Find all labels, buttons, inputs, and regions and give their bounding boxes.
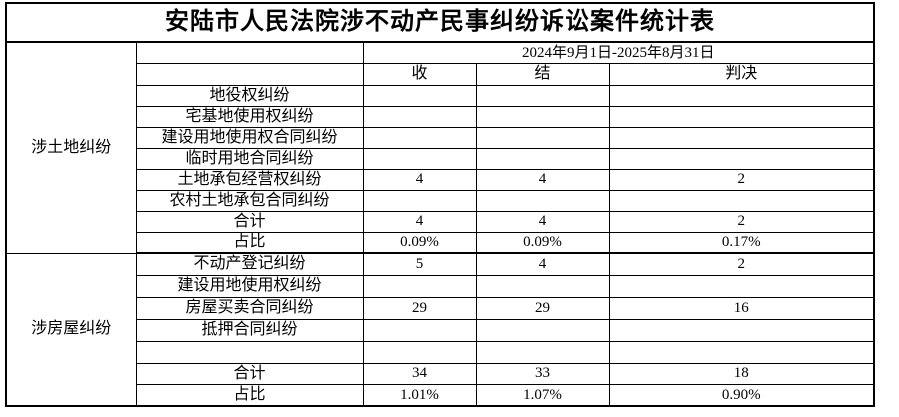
row-label: 宅基地使用权纠纷 [135, 105, 364, 128]
row-label: 占比 [135, 383, 364, 407]
value-cell: 33 [475, 362, 610, 385]
table-row-ratio: 占比 1.01% 1.07% 0.90% [6, 383, 875, 407]
blank-cell [135, 62, 364, 86]
value-cell [362, 84, 477, 107]
value-cell: 0.17% [608, 231, 875, 254]
value-cell: 4 [475, 210, 610, 233]
value-cell: 4 [362, 210, 477, 233]
row-label [135, 340, 364, 364]
title-row: 安陆市人民法院涉不动产民事纠纷诉讼案件统计表 [5, 2, 875, 43]
value-cell [608, 318, 875, 342]
row-label: 合计 [135, 362, 364, 385]
row-label: 临时用地合同纠纷 [135, 147, 364, 170]
value-cell [608, 126, 875, 149]
value-cell [475, 105, 610, 128]
col-header-judged: 判决 [608, 62, 875, 86]
value-cell [608, 189, 875, 212]
page-title: 安陆市人民法院涉不动产民事纠纷诉讼案件统计表 [5, 2, 875, 43]
value-cell [475, 189, 610, 212]
col-header-intake: 收 [362, 62, 477, 86]
row-label: 抵押合同纠纷 [135, 318, 364, 342]
table-row: 房屋买卖合同纠纷 29 29 16 [6, 296, 875, 320]
period-row: 涉土地纠纷 2024年9月1日-2025年8月31日 [5, 41, 875, 254]
table-row: 涉房屋纠纷 不动产登记纠纷 5 4 2 [5, 252, 875, 407]
value-cell: 29 [475, 296, 610, 320]
value-cell [475, 340, 610, 364]
row-label: 农村土地承包合同纠纷 [135, 189, 364, 212]
blank-cell [135, 41, 364, 64]
table-row-subtotal: 合计 4 4 2 [6, 210, 875, 233]
period-label: 2024年9月1日-2025年8月31日 [362, 41, 875, 64]
row-label: 土地承包经营权纠纷 [135, 168, 364, 191]
table-row: 地役权纠纷 [6, 84, 875, 107]
col-header-closed: 结 [475, 62, 610, 86]
value-cell: 4 [475, 168, 610, 191]
value-cell [475, 274, 610, 298]
value-cell [608, 274, 875, 298]
value-cell [608, 105, 875, 128]
table-row-subtotal: 合计 34 33 18 [6, 362, 875, 385]
table-row: 建设用地使用权纠纷 [6, 274, 875, 298]
row-label: 地役权纠纷 [135, 84, 364, 107]
row-label: 合计 [135, 210, 364, 233]
value-cell [362, 105, 477, 128]
value-cell: 4 [475, 252, 610, 276]
group-label-land-disputes: 涉土地纠纷 [5, 41, 137, 254]
value-cell [362, 274, 477, 298]
value-cell [608, 84, 875, 107]
table-row: 土地承包经营权纠纷 4 4 2 [6, 168, 875, 191]
value-cell [608, 147, 875, 170]
value-cell: 1.01% [362, 383, 477, 407]
value-cell [362, 147, 477, 170]
value-cell [475, 147, 610, 170]
value-cell [475, 318, 610, 342]
value-cell: 2 [608, 210, 875, 233]
table-row-ratio: 占比 0.09% 0.09% 0.17% [6, 231, 875, 254]
value-cell: 4 [362, 168, 477, 191]
value-cell [475, 126, 610, 149]
table-row: 临时用地合同纠纷 [6, 147, 875, 170]
value-cell [362, 318, 477, 342]
value-cell: 2 [608, 252, 875, 276]
row-label: 建设用地使用权纠纷 [135, 274, 364, 298]
value-cell [362, 126, 477, 149]
table-row: 抵押合同纠纷 [6, 318, 875, 342]
value-cell: 0.90% [608, 383, 875, 407]
row-label: 不动产登记纠纷 [135, 252, 364, 276]
row-label: 占比 [135, 231, 364, 254]
value-cell: 5 [362, 252, 477, 276]
value-cell: 1.07% [475, 383, 610, 407]
value-cell: 29 [362, 296, 477, 320]
value-cell [608, 340, 875, 364]
value-cell: 34 [362, 362, 477, 385]
value-cell: 18 [608, 362, 875, 385]
group-label-housing-disputes: 涉房屋纠纷 [5, 252, 137, 407]
value-cell [362, 340, 477, 364]
value-cell: 16 [608, 296, 875, 320]
statistics-table: 安陆市人民法院涉不动产民事纠纷诉讼案件统计表 涉土地纠纷 2024年9月1日-2… [5, 2, 876, 407]
column-header-row: 收 结 判决 [6, 62, 875, 86]
value-cell: 2 [608, 168, 875, 191]
value-cell: 0.09% [475, 231, 610, 254]
value-cell [362, 189, 477, 212]
row-label: 建设用地使用权合同纠纷 [135, 126, 364, 149]
table-row: 宅基地使用权纠纷 [6, 105, 875, 128]
table-row: 建设用地使用权合同纠纷 [6, 126, 875, 149]
value-cell: 0.09% [362, 231, 477, 254]
table-row: 农村土地承包合同纠纷 [6, 189, 875, 212]
row-label: 房屋买卖合同纠纷 [135, 296, 364, 320]
table-row-blank [6, 340, 875, 364]
value-cell [475, 84, 610, 107]
